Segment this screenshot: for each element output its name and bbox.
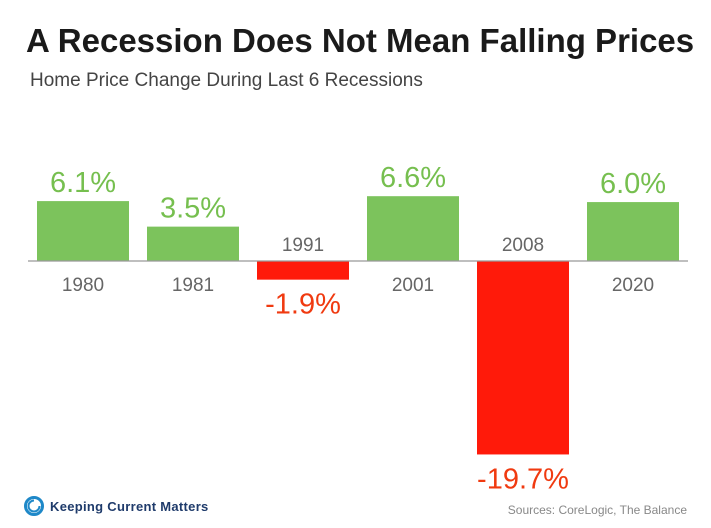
- value-label-2001: 6.6%: [380, 162, 446, 194]
- category-label-1991: 1991: [282, 235, 324, 256]
- value-label-1981: 3.5%: [160, 193, 226, 225]
- bar-1991: [257, 261, 349, 280]
- kcm-logo-icon: [24, 496, 44, 516]
- logo-text: Keeping Current Matters: [50, 498, 209, 514]
- category-label-1981: 1981: [172, 275, 214, 296]
- bar-1980: [37, 201, 129, 261]
- chart-title: A Recession Does Not Mean Falling Prices: [26, 22, 695, 59]
- kcm-logo: Keeping Current Matters: [24, 496, 209, 516]
- bar-2001: [367, 196, 459, 261]
- chart-subtitle: Home Price Change During Last 6 Recessio…: [30, 70, 423, 91]
- category-label-2008: 2008: [502, 235, 544, 256]
- category-label-1980: 1980: [62, 275, 104, 296]
- value-label-1980: 6.1%: [50, 167, 116, 199]
- bar-2020: [587, 202, 679, 261]
- sources-note: Sources: CoreLogic, The Balance: [507, 503, 687, 517]
- bar-2008: [477, 261, 569, 455]
- value-label-2020: 6.0%: [600, 168, 666, 200]
- category-label-2001: 2001: [392, 275, 434, 296]
- bar-1981: [147, 226, 239, 261]
- value-label-2008: -19.7%: [477, 463, 569, 495]
- category-label-2020: 2020: [612, 275, 654, 296]
- value-label-1991: -1.9%: [265, 289, 341, 321]
